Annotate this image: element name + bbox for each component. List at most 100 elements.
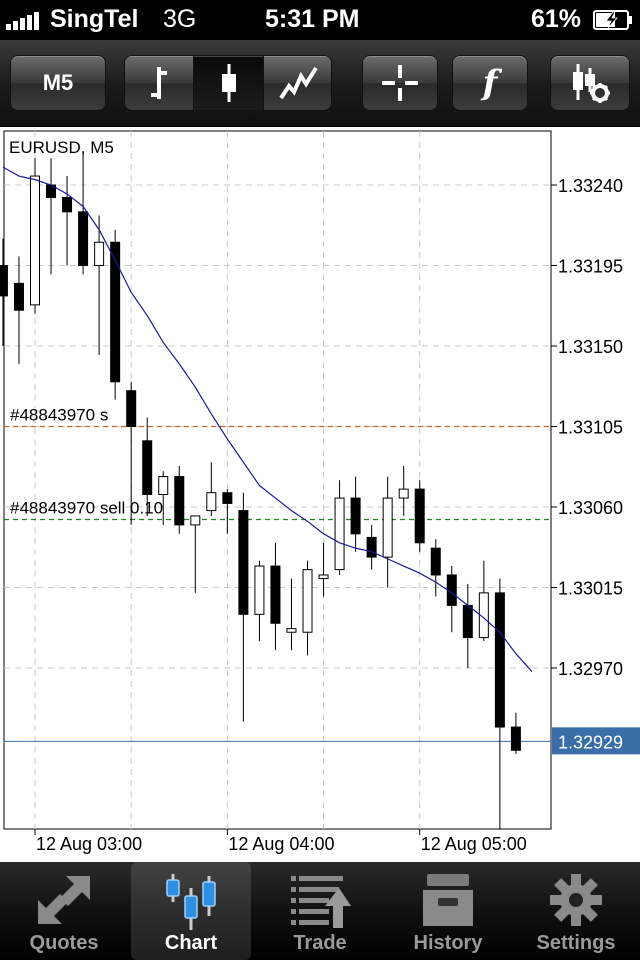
candle (142, 417, 153, 516)
candle-body (334, 497, 345, 571)
order-label: #48843970 s (10, 406, 108, 425)
chart-canvas[interactable]: #48843970 s #48843970 sell 0.10 1.33240 1.… (0, 127, 640, 860)
chart-type-segmented-control (124, 55, 332, 111)
candle-body (78, 211, 89, 267)
indicators-icon: f (482, 63, 498, 103)
candle (510, 712, 521, 754)
quotes-icon (38, 876, 90, 924)
x-tick-label: 12 Aug 03:00 (36, 834, 142, 854)
candlestick-chart-button[interactable] (194, 56, 264, 110)
tab-trade[interactable]: Trade (256, 862, 384, 960)
tab-bar: Quotes Chart Trade History (0, 862, 640, 960)
y-tick-label: 1.33105 (558, 418, 623, 438)
candle-body (110, 241, 121, 383)
candle-body (13, 282, 24, 311)
candle-body (414, 488, 425, 544)
candle (158, 471, 169, 525)
tab-settings-label: Settings (536, 932, 616, 954)
candle (126, 381, 137, 525)
candle-body (366, 536, 377, 558)
candle (286, 578, 297, 651)
candle-body (494, 592, 505, 728)
candle (398, 465, 409, 516)
moving-average-line (2, 166, 533, 672)
candle-body (302, 569, 313, 633)
bar-chart-button[interactable] (125, 56, 194, 110)
tab-history-label: History (413, 932, 483, 954)
candle (302, 560, 313, 656)
bar-chart-icon (151, 67, 167, 99)
candle (334, 480, 345, 575)
candle-body (174, 476, 185, 526)
candle (270, 542, 281, 651)
crosshair-button[interactable] (362, 55, 438, 111)
timeframe-button[interactable]: M5 (10, 55, 106, 111)
battery-percent: 61% (531, 5, 582, 33)
y-tick-label: 1.33150 (558, 337, 623, 357)
candle (494, 578, 505, 829)
candle (222, 489, 233, 534)
candle (238, 492, 249, 722)
candle (13, 256, 24, 364)
candle (94, 215, 105, 355)
candle-body (382, 497, 393, 558)
candle-body (270, 565, 281, 624)
battery-icon (593, 10, 632, 30)
candle (478, 560, 489, 642)
candle (318, 542, 329, 597)
trade-icon (291, 876, 351, 928)
candle (78, 152, 89, 275)
tab-quotes-label: Quotes (29, 932, 99, 954)
candle (254, 560, 265, 642)
current-price-label: 1.32929 (558, 732, 623, 752)
tab-history[interactable]: History (384, 862, 512, 960)
candlestick-icon (221, 64, 236, 102)
candle (174, 465, 185, 534)
y-tick-label: 1.33240 (558, 176, 623, 196)
candle-body (0, 265, 8, 297)
candle-body (238, 510, 249, 615)
tab-quotes[interactable]: Quotes (0, 862, 128, 960)
candle-body (318, 574, 329, 580)
candle-body (254, 565, 265, 615)
candle (382, 476, 393, 588)
price-chart[interactable]: #48843970 s #48843970 sell 0.10 1.33240 1.… (0, 127, 640, 860)
x-tick-label: 12 Aug 05:00 (421, 834, 527, 854)
candle (414, 480, 425, 552)
timeframe-label: M5 (42, 70, 74, 95)
tab-settings[interactable]: Settings (512, 862, 640, 960)
candle-body (222, 492, 233, 504)
chart-settings-button[interactable] (550, 55, 630, 111)
current-price-badge (552, 727, 640, 755)
y-tick-label: 1.33015 (558, 579, 623, 599)
y-tick-label: 1.32970 (558, 659, 623, 679)
settings-icon (550, 874, 602, 926)
status-bar: SingTel 3G 5:31 PM 61% (0, 0, 640, 40)
tab-chart[interactable]: Chart (131, 862, 251, 960)
symbol-label: EURUSD, M5 (9, 138, 114, 157)
line-chart-button[interactable] (264, 56, 331, 110)
candle (110, 229, 121, 400)
candle-body (510, 726, 521, 751)
candle-body (62, 197, 73, 213)
candle-body (206, 492, 217, 512)
candle-body (30, 175, 40, 306)
order-label: #48843970 sell 0.10 (10, 499, 163, 518)
carrier-name: SingTel (50, 5, 139, 33)
candle-body (478, 592, 489, 639)
chart-icon (166, 874, 216, 930)
candle-body (350, 497, 361, 535)
candle (190, 515, 201, 593)
candle-body (286, 628, 297, 633)
y-tick-label: 1.33195 (558, 257, 623, 277)
chart-toolbar: M5 f (0, 40, 640, 127)
candle-body (462, 604, 473, 639)
indicators-button[interactable]: f (452, 55, 528, 111)
candle (430, 539, 441, 597)
candle-body (398, 488, 409, 499)
candle-body (142, 440, 153, 495)
candle-body (158, 476, 169, 495)
chart-settings-icon (573, 64, 610, 103)
tab-trade-label: Trade (293, 932, 347, 954)
tab-chart-label: Chart (164, 932, 218, 954)
